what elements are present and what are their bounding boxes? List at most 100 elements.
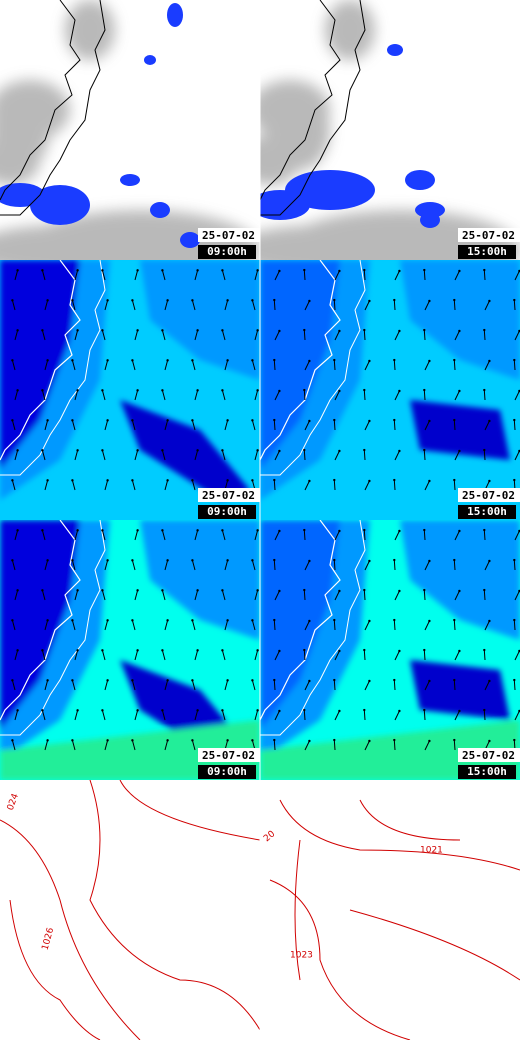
wind-arrow [334,590,340,601]
wind-arrow [191,680,196,691]
wind-arrow [74,530,79,541]
wind-arrow-head [428,299,431,303]
wind-arrow [14,330,19,341]
precip-cell [387,44,403,56]
wind-arrow-head [196,649,199,652]
wind-arrow-head [513,358,516,362]
wind-arrow [251,360,256,371]
wind-arrow [41,390,46,401]
wind-arrow [514,450,520,461]
wind-arrow-head [161,329,164,332]
wind-arrow-head [131,419,134,422]
wind-arrow [71,740,76,751]
wind-arrow [453,479,456,491]
border [260,0,366,216]
wind-arrow [164,680,169,691]
wind-arrow [394,650,400,661]
wind-arrow-head [303,328,306,332]
wind-arrow-head [226,479,229,482]
wind-arrow-head [161,449,164,452]
wind-arrow [101,270,106,281]
wind-arrow-head [226,679,229,682]
wind-arrow [424,680,430,691]
wind-arrow [364,560,370,571]
wind-arrow-head [41,329,44,332]
wind-arrow-head [368,479,371,483]
wind-arrow [333,479,336,491]
wind-arrow [483,389,486,401]
wind-arrow-head [166,299,169,302]
clouds [0,0,260,260]
cloud [260,225,410,260]
wind-arrow [453,299,456,311]
wind-arrow-head [191,419,194,422]
wind-arrow [74,710,79,721]
wind-arrow [423,269,426,281]
wind-arrow-head [221,529,224,532]
wind-arrow-head [273,298,276,302]
wind-arrow [394,270,400,281]
wind-arrow [104,560,109,571]
map-panel: 25-07-02 15:00h [260,520,520,780]
wind-arrow-head [46,619,49,622]
date-label: 25-07-02 [462,229,515,242]
wind-arrow-head [513,678,516,682]
wind-arrow [134,330,139,341]
wind-arrow [393,739,396,751]
wind-arrow [364,360,370,371]
wind-arrow [424,740,430,751]
wind-arrow-head [338,389,341,393]
wind-arrow-head [483,448,486,452]
cloud [0,90,50,170]
wind-arrow [161,590,166,601]
wind-arrow [453,739,456,751]
wind-arrow [484,620,490,631]
wind-arrow-head [368,419,371,423]
wind-arrow [254,450,259,461]
wind-arrow-head [131,679,134,682]
wind-arrow [363,269,366,281]
wind-arrow-head [71,299,74,302]
wind-arrow-head [41,589,44,592]
wind-arrow-head [338,589,341,593]
wind-arrow-head [303,388,306,392]
wind-arrow-head [101,589,104,592]
wind-arrow [393,679,396,691]
wind-arrow [221,330,226,341]
wind-arrow-head [458,329,461,333]
wind-arrow [483,589,486,601]
wind-arrow [453,359,456,371]
wind-arrow [101,710,106,721]
wind-arrow [483,529,486,541]
coastline [260,520,341,721]
wind-arrow [424,420,430,431]
wind-arrow [44,300,49,311]
wind-arrow-head [483,528,486,532]
wind-arrow-head [131,359,134,362]
field-band [400,520,520,640]
wind-arrow-head [106,559,109,562]
wind-arrow-head [278,449,281,453]
wind-arrow-head [16,589,19,592]
wind-arrow-head [101,389,104,392]
wind-arrow-head [483,328,486,332]
wind-arrow-head [338,269,341,273]
map-panel: 25-07-02 15:00h [260,260,520,520]
wind-arrow [333,619,336,631]
wind-arrow [254,270,259,281]
wind-arrow-head [273,738,276,742]
wind-arrow [394,710,400,721]
wind-arrow [161,270,166,281]
wind-arrow [273,679,276,691]
wind-arrow [191,620,196,631]
wind-arrow-head [333,678,336,682]
wind-arrow [274,390,280,401]
wind-arrow-head [278,709,281,713]
wind-arrow [251,300,256,311]
wind-arrow [224,560,229,571]
time-box [458,505,516,519]
wind-arrow-head [191,359,194,362]
wind-arrow-head [308,299,311,303]
wind-arrow-head [278,389,281,393]
